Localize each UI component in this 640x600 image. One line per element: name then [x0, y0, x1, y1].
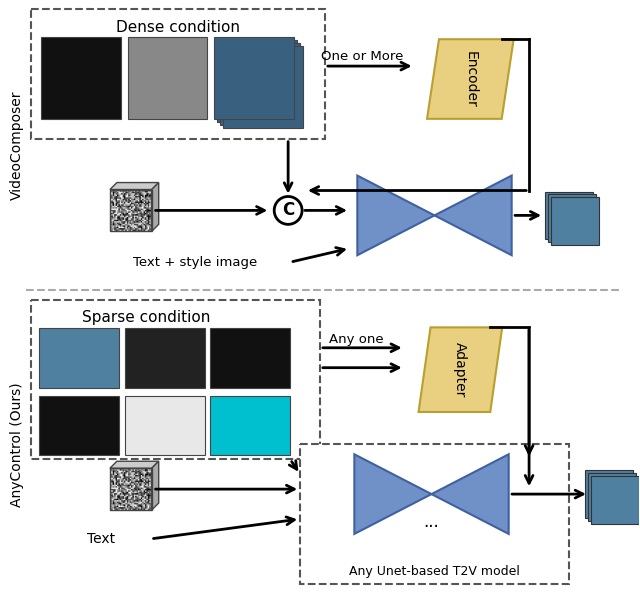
- Bar: [214, 37, 294, 119]
- Polygon shape: [110, 461, 159, 468]
- Text: Any one: Any one: [328, 334, 383, 346]
- Polygon shape: [357, 176, 435, 255]
- Bar: [125, 328, 205, 388]
- Text: Text + style image: Text + style image: [133, 256, 258, 269]
- Bar: [220, 43, 300, 125]
- Bar: [545, 191, 593, 239]
- Text: ...: ...: [424, 513, 440, 531]
- Bar: [128, 37, 207, 119]
- Bar: [548, 194, 596, 242]
- Text: Text: Text: [87, 532, 115, 546]
- Bar: [39, 328, 119, 388]
- Polygon shape: [110, 182, 159, 190]
- Bar: [211, 328, 290, 388]
- Polygon shape: [431, 454, 509, 534]
- Bar: [31, 10, 325, 139]
- Bar: [551, 197, 599, 245]
- Bar: [39, 395, 119, 455]
- Bar: [110, 190, 152, 232]
- Bar: [300, 445, 569, 584]
- Text: Any Unet-based T2V model: Any Unet-based T2V model: [349, 565, 520, 578]
- Bar: [41, 37, 121, 119]
- Bar: [211, 395, 290, 455]
- Text: Dense condition: Dense condition: [116, 20, 240, 35]
- Text: AnyControl (Ours): AnyControl (Ours): [10, 382, 24, 506]
- Polygon shape: [152, 461, 159, 510]
- Text: One or More: One or More: [321, 50, 403, 62]
- Polygon shape: [427, 39, 514, 119]
- Circle shape: [274, 196, 302, 224]
- Text: C: C: [282, 202, 294, 220]
- Bar: [588, 473, 636, 521]
- Text: VideoComposer: VideoComposer: [10, 91, 24, 200]
- Polygon shape: [435, 176, 511, 255]
- Bar: [591, 476, 639, 524]
- Bar: [223, 46, 303, 128]
- Text: Adapter: Adapter: [453, 342, 467, 397]
- Bar: [125, 395, 205, 455]
- Text: Sparse condition: Sparse condition: [81, 310, 210, 325]
- Bar: [110, 468, 152, 510]
- Bar: [31, 300, 320, 459]
- Polygon shape: [355, 454, 431, 534]
- Text: Encoder: Encoder: [463, 50, 477, 107]
- Bar: [218, 40, 297, 122]
- Polygon shape: [419, 328, 502, 412]
- Polygon shape: [152, 182, 159, 232]
- Bar: [585, 470, 632, 518]
